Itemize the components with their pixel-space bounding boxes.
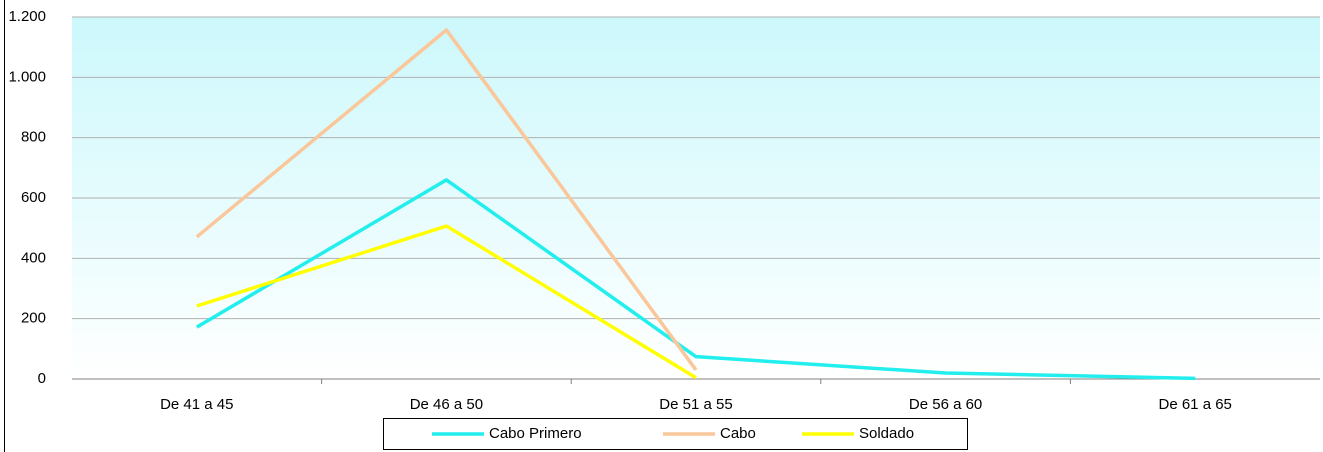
x-tick-label: De 61 a 65: [1159, 396, 1232, 413]
series-line: [195, 178, 1196, 381]
x-tick-label: De 46 a 50: [410, 396, 483, 413]
x-tick-label: De 51 a 55: [659, 396, 732, 413]
legend-label: Cabo Primero: [489, 425, 582, 442]
y-tick-label: 200: [21, 310, 46, 327]
series-line: [196, 224, 697, 380]
x-tick-label: De 56 a 60: [909, 396, 982, 413]
legend-label: Soldado: [859, 425, 914, 442]
y-tick-label: 1.200: [8, 8, 46, 25]
legend-label: Cabo: [720, 425, 756, 442]
y-tick-label: 1.000: [8, 68, 46, 85]
y-tick-label: 800: [21, 129, 46, 146]
y-tick-label: 400: [21, 249, 46, 266]
y-tick-label: 600: [21, 189, 46, 206]
series-line: [195, 28, 698, 371]
x-tick-label: De 41 a 45: [160, 396, 233, 413]
y-tick-label: 0: [38, 370, 46, 387]
